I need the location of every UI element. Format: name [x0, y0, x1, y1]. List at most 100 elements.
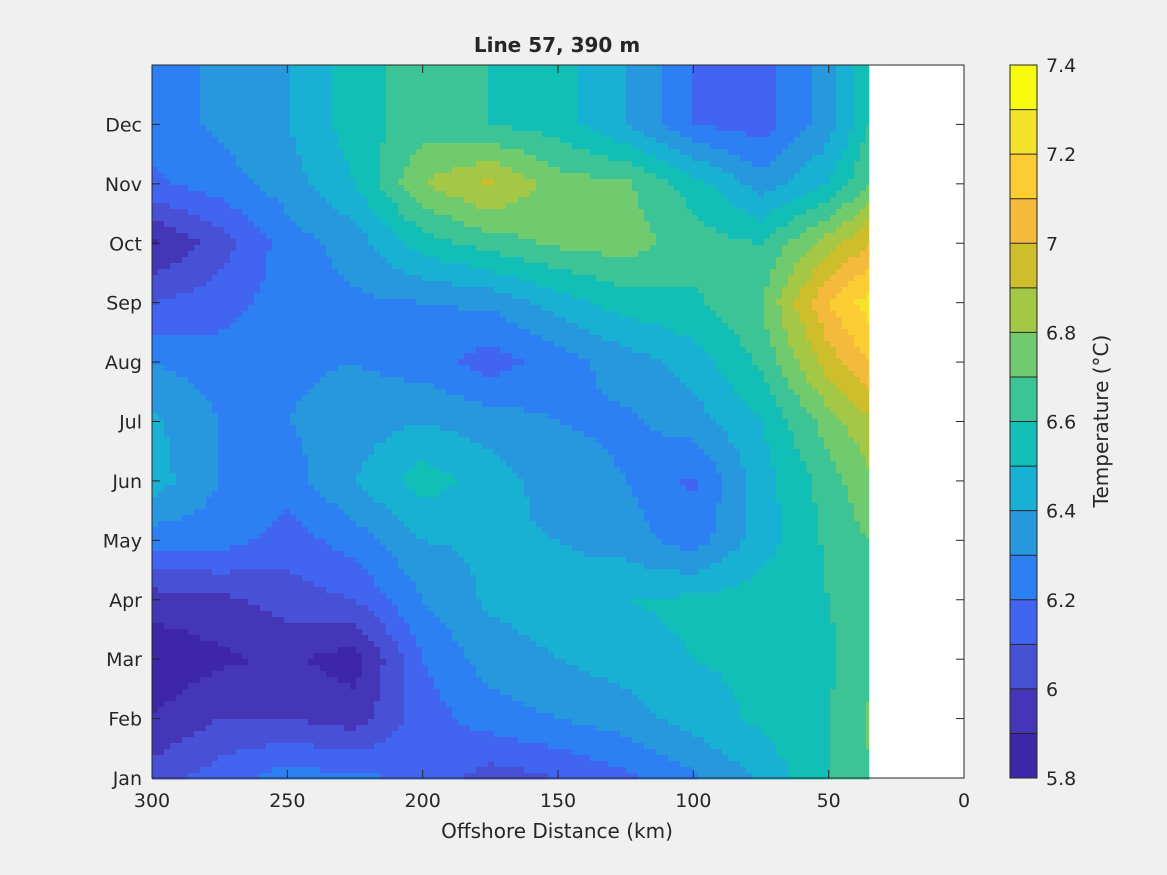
- heat-cell: [254, 269, 261, 276]
- heat-cell: [398, 113, 405, 120]
- heat-cell: [386, 251, 393, 258]
- heat-cell: [626, 221, 633, 228]
- heat-cell: [218, 257, 225, 264]
- heat-cell: [566, 251, 573, 258]
- heat-cell: [806, 245, 813, 252]
- heat-cell: [488, 113, 495, 120]
- heat-cell: [422, 71, 429, 78]
- heat-cell: [242, 113, 249, 120]
- heat-cell: [650, 137, 657, 144]
- heat-cell: [338, 131, 345, 138]
- heat-cell: [386, 71, 393, 78]
- heat-cell: [458, 173, 465, 180]
- heat-cell: [692, 197, 699, 204]
- heat-cell: [548, 77, 555, 84]
- heat-cell: [230, 293, 237, 300]
- heat-cell: [806, 161, 813, 168]
- heat-cell: [398, 155, 405, 162]
- heat-cell: [254, 227, 261, 234]
- heat-cell: [224, 77, 231, 84]
- heat-cell: [320, 263, 327, 270]
- heat-cell: [452, 179, 459, 186]
- heat-cell: [602, 137, 609, 144]
- heat-cell: [230, 161, 237, 168]
- heat-cell: [668, 125, 675, 132]
- heat-cell: [608, 269, 615, 276]
- heat-cell: [446, 149, 453, 156]
- heat-cell: [620, 203, 627, 210]
- heat-cell: [242, 179, 249, 186]
- heat-cell: [314, 215, 321, 222]
- heat-cell: [494, 71, 501, 78]
- heat-cell: [416, 65, 423, 72]
- heat-cell: [260, 191, 267, 198]
- heat-cell: [794, 281, 801, 288]
- heat-cell: [554, 113, 561, 120]
- heat-cell: [416, 221, 423, 228]
- heat-cell: [800, 221, 807, 228]
- heat-cell: [446, 203, 453, 210]
- heat-cell: [686, 173, 693, 180]
- heat-cell: [374, 221, 381, 228]
- heat-cell: [800, 203, 807, 210]
- heat-cell: [446, 107, 453, 114]
- heat-cell: [494, 185, 501, 192]
- heat-cell: [362, 263, 369, 270]
- heat-cell: [152, 107, 159, 114]
- heat-cell: [644, 137, 651, 144]
- heat-cell: [236, 113, 243, 120]
- heat-cell: [308, 119, 315, 126]
- heat-cell: [350, 95, 357, 102]
- heat-cell: [560, 77, 567, 84]
- heat-cell: [716, 209, 723, 216]
- heat-cell: [530, 89, 537, 96]
- heat-cell: [314, 257, 321, 264]
- heat-cell: [260, 125, 267, 132]
- heat-cell: [164, 203, 171, 210]
- heat-cell: [260, 305, 267, 312]
- heat-cell: [548, 173, 555, 180]
- heat-cell: [704, 251, 711, 258]
- heat-cell: [842, 233, 849, 240]
- heat-cell: [812, 155, 819, 162]
- heat-cell: [518, 293, 525, 300]
- heat-cell: [734, 299, 741, 306]
- heat-cell: [194, 221, 201, 228]
- heat-cell: [560, 95, 567, 102]
- heat-cell: [728, 185, 735, 192]
- heat-cell: [734, 65, 741, 72]
- heat-cell: [152, 287, 159, 294]
- heat-cell: [638, 131, 645, 138]
- heat-cell: [332, 161, 339, 168]
- heat-cell: [656, 137, 663, 144]
- heat-cell: [266, 239, 273, 246]
- heat-cell: [686, 227, 693, 234]
- heat-cell: [326, 107, 333, 114]
- heat-cell: [854, 113, 861, 120]
- heat-cell: [800, 239, 807, 246]
- heat-cell: [812, 257, 819, 264]
- heat-cell: [752, 101, 759, 108]
- heat-cell: [236, 83, 243, 90]
- heat-cell: [326, 281, 333, 288]
- heat-cell: [236, 137, 243, 144]
- heat-cell: [644, 263, 651, 270]
- heat-cell: [152, 173, 159, 180]
- heat-cell: [206, 311, 213, 318]
- heat-cell: [716, 107, 723, 114]
- heat-cell: [716, 131, 723, 138]
- heat-cell: [608, 299, 615, 306]
- heat-cell: [434, 263, 441, 270]
- heat-cell: [518, 155, 525, 162]
- heat-cell: [776, 251, 783, 258]
- heat-cell: [812, 167, 819, 174]
- heat-cell: [530, 209, 537, 216]
- heat-cell: [194, 263, 201, 270]
- heat-cell: [572, 197, 579, 204]
- heat-cell: [218, 215, 225, 222]
- heat-cell: [194, 251, 201, 258]
- heat-cell: [194, 125, 201, 132]
- heat-cell: [188, 173, 195, 180]
- heat-cell: [248, 287, 255, 294]
- heat-cell: [380, 185, 387, 192]
